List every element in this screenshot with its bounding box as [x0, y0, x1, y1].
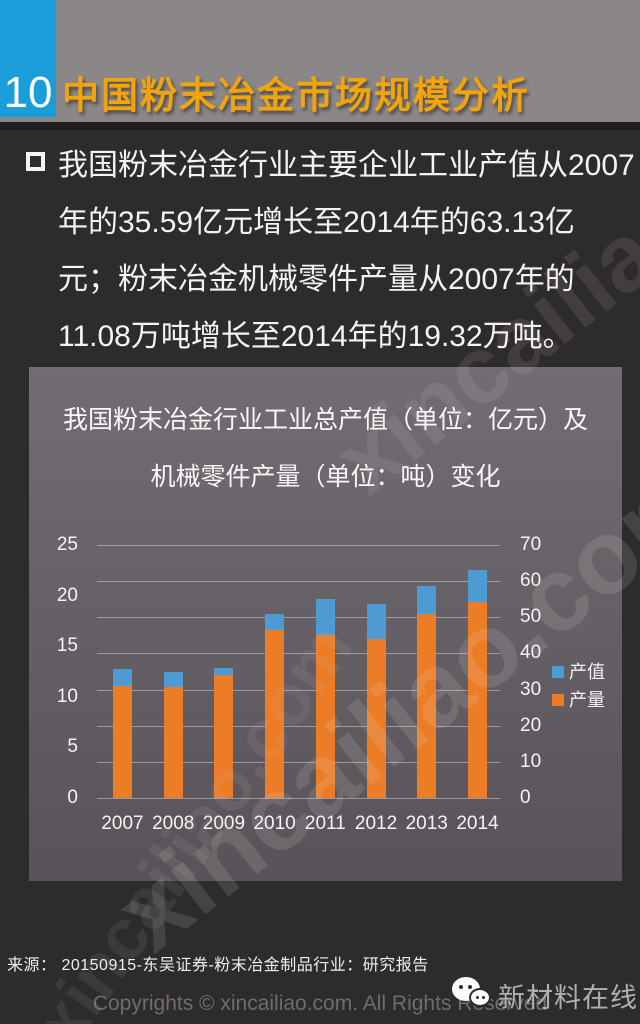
gridline: [97, 761, 500, 763]
brand-name: 新材料在线: [498, 983, 638, 1013]
gridline: [97, 798, 500, 799]
bar-产量: [315, 635, 335, 798]
wechat-eye: [482, 995, 485, 999]
gridline: [97, 689, 500, 691]
page-number-badge: 10: [0, 0, 56, 117]
legend-label-产量: 产量: [569, 690, 605, 710]
chart-title-line: 机械零件产量（单位：吨）变化: [150, 463, 501, 491]
bullet-line: 年的35.59亿元增长至2014年的63.13亿: [58, 206, 575, 239]
bar-产量: [214, 674, 234, 798]
x-axis-label: 2012: [354, 813, 398, 834]
header-divider: [0, 122, 640, 130]
source-note: 来源： 20150915-东吴证券-粉末冶金制品行业：研究报告: [7, 957, 429, 974]
y-axis-right-tick-label: 30: [520, 678, 542, 700]
bullet-line: 我国粉末冶金行业主要企业工业产值从2007: [58, 149, 635, 182]
bullet-paragraph: 我国粉末冶金行业主要企业工业产值从2007 年的35.59亿元增长至2014年的…: [58, 137, 635, 365]
y-axis-left-tick-label: 25: [56, 534, 78, 555]
x-axis-label: 2011: [304, 813, 346, 834]
x-axis-label: 2014: [456, 813, 499, 834]
gridline: [97, 545, 500, 546]
y-axis-right-tick-label: 40: [520, 642, 542, 664]
bar-产量: [366, 639, 386, 798]
copyright-text: Copyrights © xincailiao.com. All Rights …: [92, 992, 548, 1015]
bullet-line: 11.08万吨增长至2014年的19.32万吨。: [58, 320, 573, 353]
wechat-eye: [476, 995, 479, 999]
header: 10 中国粉末冶金市场规模分析: [0, 0, 640, 122]
wechat-bubble-small: [469, 987, 491, 1007]
y-axis-left-tick-label: 5: [67, 736, 78, 758]
x-axis-label: 2010: [253, 813, 296, 834]
legend-label-产值: 产值: [569, 662, 605, 682]
bullet-line: 元；粉末冶金机械零件产量从2007年的: [58, 263, 575, 296]
y-axis-right-tick-label: 0: [520, 787, 531, 808]
page-title: 中国粉末冶金市场规模分析: [62, 75, 530, 116]
chart-panel: 0 5 10 15 20 25 0 10 20 30 40 50 60 70 2007 2008 2009 201…: [29, 367, 622, 881]
wechat-eye: [468, 984, 472, 989]
wechat-eye: [459, 984, 463, 989]
bar-产量: [265, 630, 285, 798]
chart-title: 我国粉末冶金行业工业总产值（单位：亿元）及 机械零件产量（单位：吨）变化: [29, 392, 622, 506]
y-axis-left-tick-label: 10: [56, 685, 78, 707]
bar-chart: 0 5 10 15 20 25 0 10 20 30 40 50 60 70 2007 2008 2009 201…: [29, 367, 622, 881]
y-axis-right-tick-label: 60: [520, 570, 542, 592]
bar-产量: [417, 613, 437, 798]
wechat-icon: [450, 976, 498, 1015]
y-axis-left-tick-label: 0: [67, 787, 78, 808]
gridline: [97, 617, 500, 619]
gridline: [97, 581, 500, 583]
brand-lockup: 新材料在线: [450, 976, 638, 1015]
bar-产量: [467, 602, 487, 798]
y-axis-left-tick-label: 15: [56, 635, 78, 657]
y-axis-right-tick-label: 20: [520, 714, 542, 736]
bullet-square-icon: [26, 152, 45, 171]
x-axis-label: 2013: [405, 813, 448, 834]
x-axis-label: 2008: [152, 813, 195, 834]
y-axis-right-tick-label: 10: [520, 750, 542, 772]
legend-swatch-产量: [552, 694, 564, 706]
legend-swatch-产值: [552, 666, 564, 678]
gridline: [97, 725, 500, 727]
gridline: [97, 653, 500, 655]
y-axis-right-tick-label: 70: [520, 534, 542, 555]
chart-title-line: 我国粉末冶金行业工业总产值（单位：亿元）及: [62, 406, 588, 434]
y-axis-left-tick-label: 20: [56, 584, 78, 606]
y-axis-right-tick-label: 50: [520, 606, 542, 628]
x-axis-label: 2007: [101, 813, 144, 834]
x-axis-label: 2009: [202, 813, 246, 834]
bar-产量: [163, 686, 183, 798]
page-number: 10: [3, 68, 53, 117]
bar-产量: [113, 685, 132, 798]
